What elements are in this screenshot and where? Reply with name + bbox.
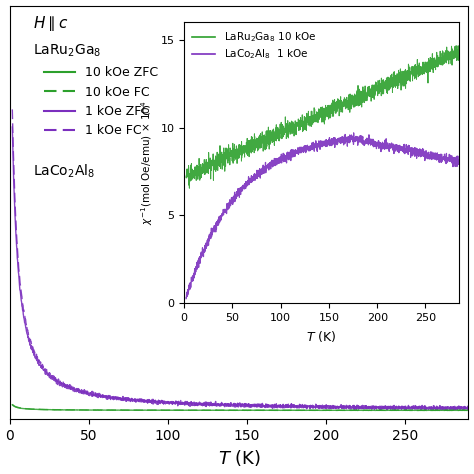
Text: LaCo$_2$Al$_8$: LaCo$_2$Al$_8$ xyxy=(33,163,95,180)
Text: $H \parallel c$: $H \parallel c$ xyxy=(33,14,68,33)
Legend: 10 kOe ZFC, 10 kOe FC, 1 kOe ZFC, 1 kOe FC: 10 kOe ZFC, 10 kOe FC, 1 kOe ZFC, 1 kOe … xyxy=(39,62,164,142)
X-axis label: $T$ (K): $T$ (K) xyxy=(218,448,261,468)
Text: LaRu$_2$Ga$_8$: LaRu$_2$Ga$_8$ xyxy=(33,43,101,59)
